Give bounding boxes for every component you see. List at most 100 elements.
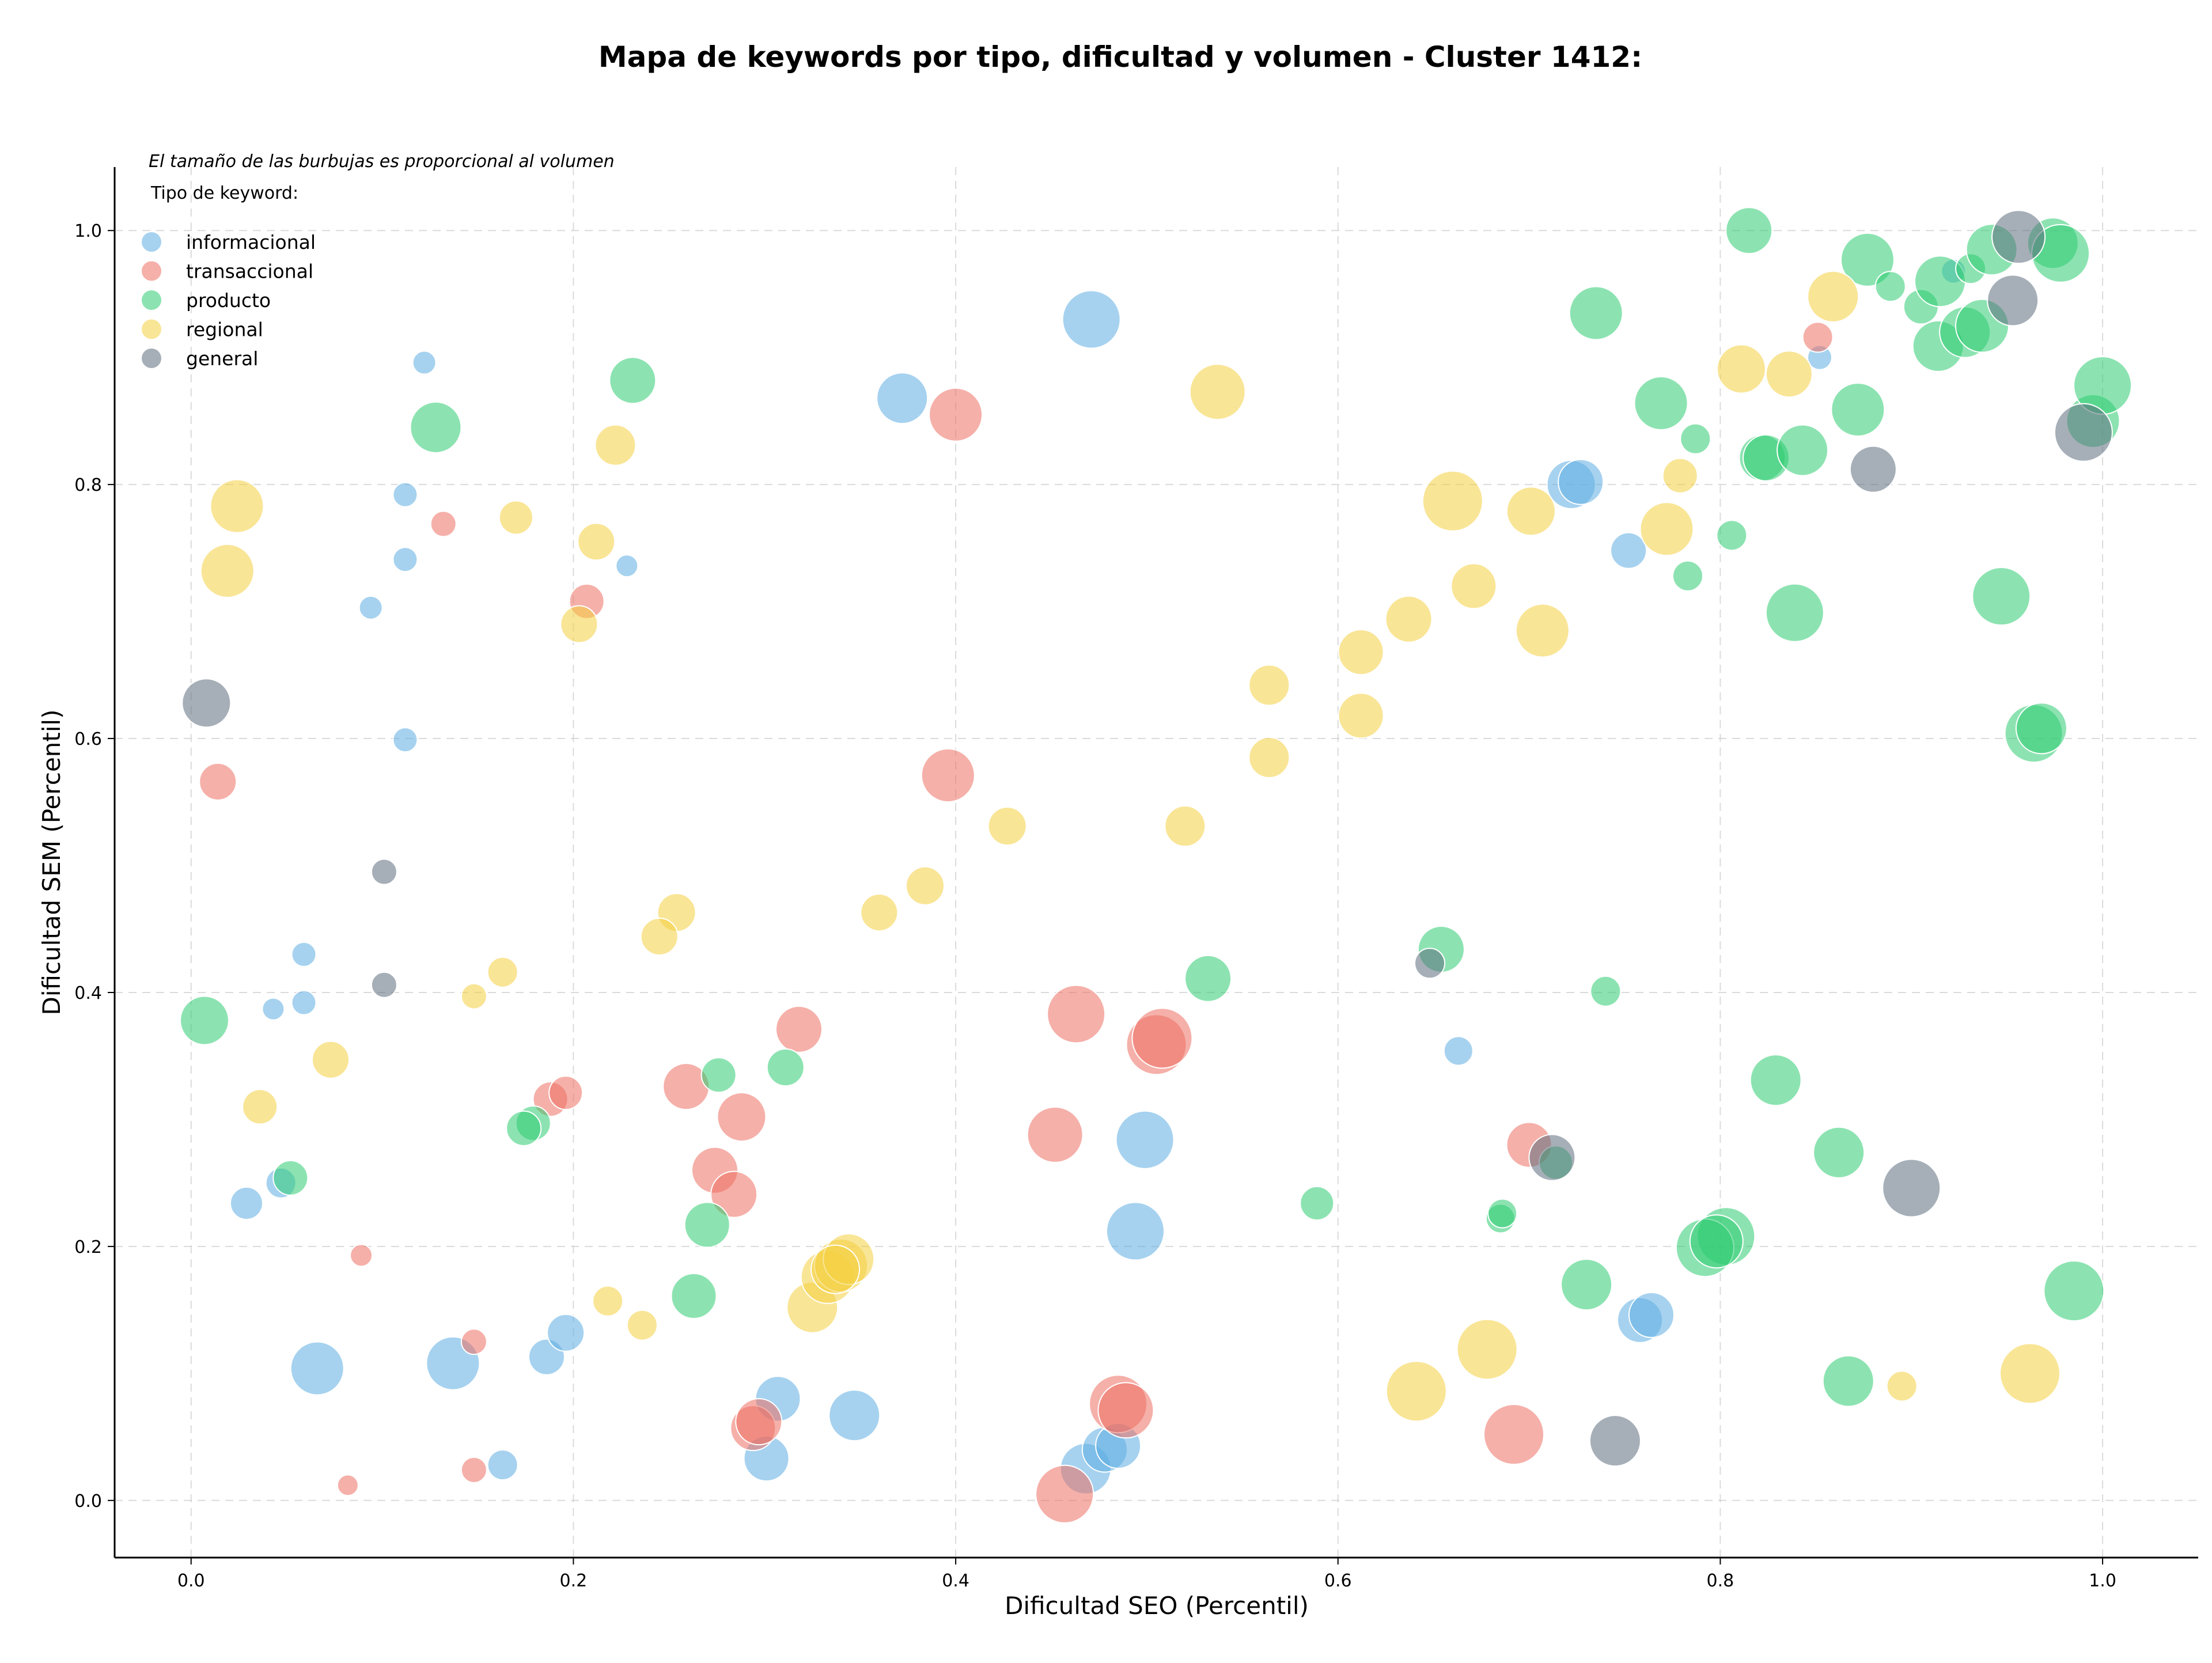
bubble-producto-11 xyxy=(1300,1185,1335,1221)
bubble-producto-30 xyxy=(1822,1355,1874,1407)
bubble-regional-1 xyxy=(200,544,255,598)
bubble-regional-10 xyxy=(592,1285,624,1317)
bubble-regional-5 xyxy=(560,605,599,643)
bubble-regional-29 xyxy=(1385,1361,1447,1422)
bubble-general-9 xyxy=(1991,210,2046,264)
bubble-producto-28 xyxy=(1749,1054,1802,1107)
bubble-transaccional-15 xyxy=(735,1398,783,1446)
bubble-producto-14 xyxy=(1487,1198,1518,1229)
bubble-producto-17 xyxy=(1590,975,1622,1007)
bubble-regional-40 xyxy=(1886,1370,1918,1402)
bubble-regional-22 xyxy=(1164,805,1206,847)
bubble-producto-21 xyxy=(1680,423,1711,454)
bubble-producto-8 xyxy=(671,1272,717,1319)
legend-label-producto: producto xyxy=(186,289,271,312)
bubble-general-7 xyxy=(1882,1158,1941,1218)
bubble-regional-11 xyxy=(626,1309,658,1341)
axes xyxy=(113,167,2198,1559)
bubble-informacional-21 xyxy=(1115,1110,1175,1169)
bubble-informacional-11 xyxy=(290,1341,344,1396)
bubble-regional-38 xyxy=(1765,350,1813,398)
x-tick-label-4: 0.8 xyxy=(1707,1571,1734,1591)
bubble-informacional-14 xyxy=(547,1313,585,1352)
bubble-producto-16 xyxy=(1569,286,1623,340)
bubble-regional-41 xyxy=(1999,1343,2061,1404)
bubble-transaccional-18 xyxy=(1047,984,1106,1044)
legend: informacional transaccional producto region… xyxy=(142,231,316,370)
y-axis-label: Dificultad SEM (Percentil) xyxy=(37,710,66,1016)
x-tick-label-2: 0.4 xyxy=(942,1571,969,1591)
y-tick-label-2: 0.4 xyxy=(74,983,102,1003)
bubble-transaccional-16 xyxy=(921,748,975,802)
bubble-regional-6 xyxy=(487,956,518,988)
bubble-regional-26 xyxy=(1338,629,1384,676)
bubble-general-0 xyxy=(181,678,232,728)
bubble-transaccional-12 xyxy=(710,1170,758,1218)
bubble-producto-7 xyxy=(684,1202,730,1248)
bubble-regional-34 xyxy=(1515,603,1570,658)
bubble-informacional-2 xyxy=(392,547,418,573)
bubble-regional-7 xyxy=(460,983,487,1010)
bubble-producto-36 xyxy=(1689,1214,1744,1269)
x-tick-label-1: 0.2 xyxy=(560,1571,588,1591)
bubble-transaccional-21 xyxy=(1131,1007,1193,1069)
bubble-regional-31 xyxy=(1450,563,1497,609)
y-tick-label-1: 0.2 xyxy=(74,1237,102,1257)
bubbles xyxy=(179,207,2133,1524)
bubble-producto-32 xyxy=(1840,232,1895,287)
bubble-transaccional-23 xyxy=(1097,1382,1154,1439)
bubble-transaccional-13 xyxy=(775,1005,823,1053)
bubble-transaccional-27 xyxy=(1802,321,1834,353)
bubble-general-10 xyxy=(2054,403,2113,462)
x-tick-label-0: 0.0 xyxy=(177,1571,205,1591)
bubble-general-4 xyxy=(1528,1134,1576,1181)
bubble-producto-9 xyxy=(766,1048,805,1087)
bubble-transaccional-5 xyxy=(350,1244,373,1267)
bubble-informacional-15 xyxy=(487,1449,518,1481)
bubble-transaccional-19 xyxy=(1027,1106,1084,1163)
bubble-informacional-8 xyxy=(262,997,285,1021)
bubble-regional-37 xyxy=(1716,344,1766,394)
legend-title: Tipo de keyword: xyxy=(150,183,298,203)
bubble-producto-26 xyxy=(1777,424,1829,476)
bubble-producto-5 xyxy=(506,1110,542,1146)
bubble-regional-21 xyxy=(987,806,1027,846)
bubble-producto-6 xyxy=(700,1057,737,1093)
bubble-informacional-31 xyxy=(1628,1291,1675,1338)
bubble-informacional-1 xyxy=(392,482,418,507)
bubble-transaccional-7 xyxy=(460,1456,487,1483)
bubble-regional-35 xyxy=(1639,502,1694,556)
bubble-general-3 xyxy=(1414,948,1446,979)
legend-marker-producto xyxy=(142,290,161,310)
bubble-regional-28 xyxy=(1385,595,1433,643)
legend-label-transaccional: transaccional xyxy=(186,260,313,283)
bubble-informacional-20 xyxy=(1062,290,1121,349)
bubble-informacional-18 xyxy=(828,1389,881,1442)
bubble-regional-23 xyxy=(1189,363,1246,421)
bubble-informacional-4 xyxy=(358,595,383,620)
legend-marker-regional xyxy=(142,319,161,339)
legend-marker-general xyxy=(142,348,161,368)
y-tick-label-4: 0.8 xyxy=(74,475,102,495)
bubble-regional-33 xyxy=(1506,486,1556,536)
legend-marker-transaccional xyxy=(142,261,161,281)
bubble-regional-0 xyxy=(210,479,264,533)
bubble-producto-2 xyxy=(179,995,229,1045)
bubble-regional-19 xyxy=(860,893,899,932)
y-tick-label-0: 0.0 xyxy=(74,1491,102,1512)
bubble-informacional-19 xyxy=(876,372,929,425)
bubble-producto-22 xyxy=(1716,520,1748,551)
bubble-regional-8 xyxy=(311,1040,350,1079)
bubble-general-2 xyxy=(370,971,397,998)
bubble-transaccional-24 xyxy=(1035,1464,1094,1524)
legend-label-regional: regional xyxy=(186,319,263,341)
bubble-informacional-3 xyxy=(615,554,639,578)
bubble-producto-46 xyxy=(2015,702,2067,755)
bubble-producto-1 xyxy=(609,357,657,404)
bubble-producto-33 xyxy=(1874,271,1906,302)
bubble-producto-27 xyxy=(1765,583,1824,642)
bubble-producto-20 xyxy=(1672,560,1704,592)
bubble-transaccional-17 xyxy=(929,387,983,442)
bubble-informacional-6 xyxy=(291,941,317,967)
